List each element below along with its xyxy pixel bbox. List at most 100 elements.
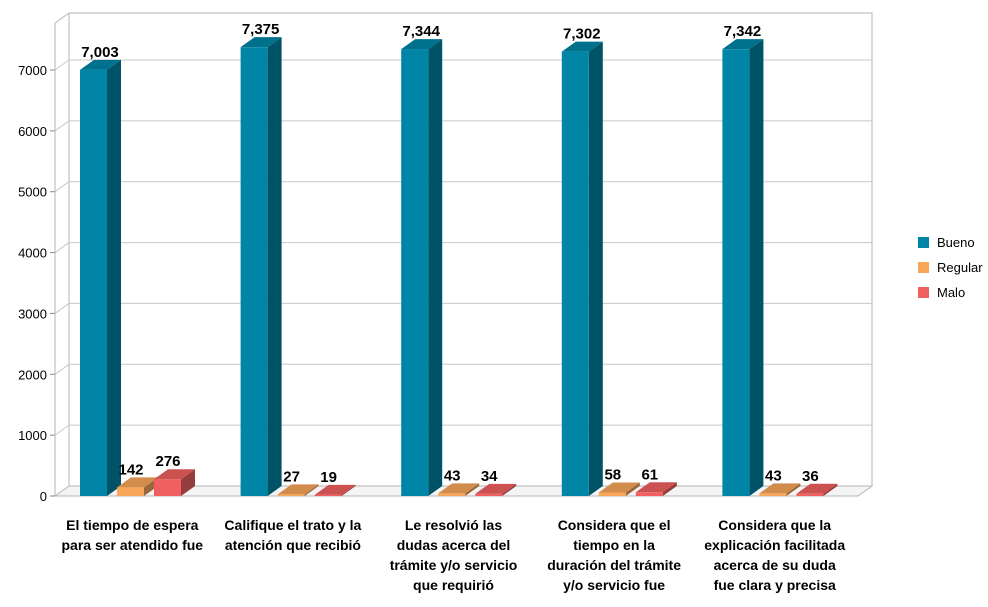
category-label-line: duración del trámite	[547, 557, 681, 573]
gridline-side	[54, 424, 70, 436]
value-label: 7,342	[724, 23, 762, 40]
bar-top	[598, 482, 640, 493]
y-tick-label: 3000	[18, 306, 47, 321]
bar-side	[341, 484, 356, 496]
bar-side	[502, 483, 517, 496]
category-label: El tiempo de espera para ser atendido fue	[62, 517, 204, 553]
bar-top	[475, 483, 517, 494]
value-label: 142	[118, 461, 143, 478]
legend-item: Malo	[918, 280, 983, 305]
category-label-line: para ser atendido fue	[62, 537, 204, 553]
category-label-line: Considera que la	[718, 517, 831, 533]
value-label: 61	[641, 466, 658, 483]
bar-regular	[438, 493, 466, 496]
bar-malo	[154, 479, 181, 496]
bar-bueno	[80, 69, 107, 496]
legend-item: Regular	[918, 255, 983, 280]
value-label: 36	[802, 468, 819, 485]
bar-regular	[277, 494, 305, 496]
category-label-line: que requirió	[413, 577, 494, 593]
bar-side	[749, 39, 764, 496]
y-tick-label: 6000	[18, 124, 47, 139]
value-label: 7,375	[242, 21, 280, 38]
bar-top	[401, 39, 443, 50]
value-label: 7,003	[81, 44, 119, 61]
legend-label: Regular	[937, 260, 983, 275]
category-label-line: trámite y/o servicio	[390, 557, 518, 573]
category-label-line: fue clara y precisa	[714, 577, 836, 593]
bar-side	[823, 483, 838, 496]
category-label-line: atención que recibió	[225, 537, 361, 553]
gridline-side	[54, 242, 70, 253]
bar-top	[759, 483, 801, 494]
gridline-side	[54, 181, 70, 193]
category-label: Califique el trato y la atención que reci…	[224, 517, 361, 553]
bar-top	[635, 482, 677, 493]
category-label-line: Le resolvió las	[405, 517, 502, 533]
bar-malo	[635, 492, 663, 496]
category-label-line: dudas acerca del	[397, 537, 511, 553]
value-label: 7,344	[402, 23, 440, 40]
legend-swatch	[918, 262, 929, 273]
bar-top	[438, 483, 480, 494]
legend: Bueno Regular Malo	[918, 230, 983, 305]
bar-side	[588, 41, 603, 496]
legend-swatch	[918, 237, 929, 248]
bar-regular	[759, 493, 787, 496]
y-tick-label: 0	[40, 489, 47, 504]
gridline-side	[54, 120, 70, 132]
bar-malo	[796, 493, 824, 496]
bar-side	[465, 483, 480, 496]
value-label: 7,302	[563, 26, 601, 43]
category-label: Le resolvió las dudas acerca del trámite y…	[390, 517, 518, 593]
value-label: 43	[765, 467, 782, 484]
bar-side	[107, 59, 121, 496]
value-label: 58	[604, 466, 621, 483]
gridline-side	[54, 303, 70, 314]
y-tick-label: 1000	[18, 428, 47, 443]
bar-top	[722, 39, 764, 50]
value-label: 43	[444, 467, 461, 484]
gridline-side	[54, 363, 70, 375]
bar-bueno	[401, 49, 429, 496]
bar-malo	[475, 493, 503, 496]
bar-side	[625, 482, 640, 496]
bar-side	[304, 484, 319, 496]
y-tick-label: 2000	[18, 367, 47, 382]
bar-top	[240, 37, 282, 48]
category-label: Considera que la explicación facilitada ac…	[704, 517, 845, 593]
bar-side	[662, 482, 677, 496]
value-label: 34	[481, 468, 498, 485]
left-wall-top	[54, 12, 70, 24]
value-label: 19	[320, 469, 337, 486]
bar-bueno	[722, 49, 750, 496]
category-label-line: explicación facilitada	[704, 537, 845, 553]
bar-bueno	[240, 47, 268, 497]
y-tick-label: 4000	[18, 246, 47, 261]
category-label: Considera que el tiempo en la duración del…	[547, 517, 681, 593]
bar-side	[786, 483, 801, 496]
legend-label: Bueno	[937, 235, 975, 250]
legend-item: Bueno	[918, 230, 983, 255]
bar-regular	[117, 487, 144, 496]
category-label-line: tiempo en la	[573, 537, 655, 553]
bar-side	[267, 37, 282, 497]
bar-top	[154, 469, 195, 480]
category-label-line: Considera que el	[558, 517, 671, 533]
legend-label: Malo	[937, 285, 966, 300]
bar-top	[561, 41, 603, 52]
bar-malo	[314, 494, 342, 496]
y-tick-label: 5000	[18, 185, 47, 200]
category-label-line: El tiempo de espera	[66, 517, 198, 533]
value-label: 276	[155, 453, 180, 470]
bar-regular	[598, 492, 626, 496]
legend-swatch	[918, 287, 929, 298]
bar-top	[117, 477, 158, 488]
category-label-line: Califique el trato y la	[224, 517, 361, 533]
category-label-line: y/o servicio fue	[563, 577, 665, 593]
y-tick-label: 7000	[18, 63, 47, 78]
bar-top	[796, 483, 838, 494]
bar-side	[181, 469, 195, 496]
category-label-line: acerca de su duda	[714, 557, 836, 573]
value-label: 27	[283, 468, 300, 485]
